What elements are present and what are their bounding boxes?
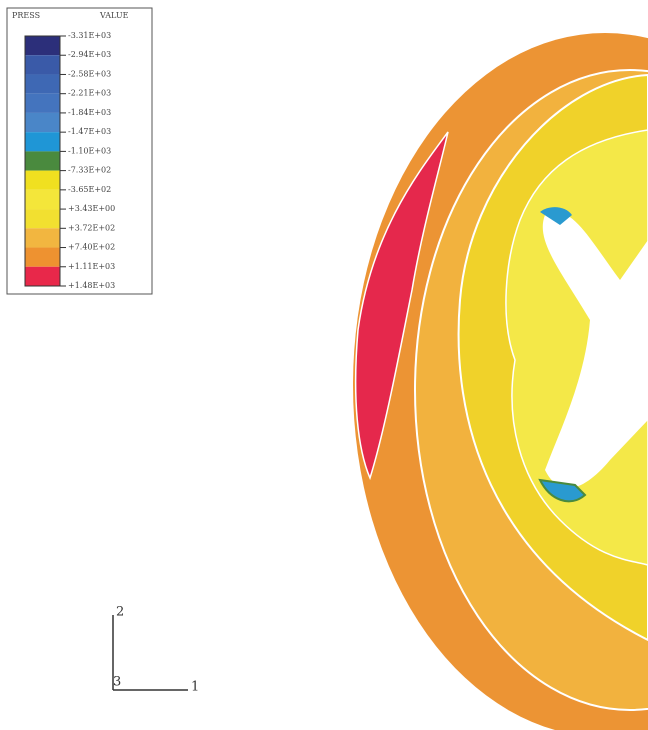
- legend-label: -1.10E+03: [68, 146, 111, 155]
- page: PRESS VALUE -3.31E+03 -2.94E+03 -2.58E+03 -…: [0, 0, 648, 730]
- legend-swatch: [25, 113, 60, 132]
- legend-swatch: [25, 209, 60, 228]
- legend-header: VALUE: [99, 11, 129, 20]
- legend-label: -2.94E+03: [68, 50, 111, 59]
- legend-label: -3.31E+03: [68, 31, 111, 40]
- legend-swatch: [25, 36, 60, 55]
- axis-label: 2: [116, 605, 124, 620]
- legend-swatch: [25, 74, 60, 93]
- legend-label: -2.21E+03: [68, 89, 111, 98]
- legend-swatch: [25, 267, 60, 286]
- axis-label: 3: [113, 675, 121, 690]
- legend-label: -3.65E+02: [68, 185, 111, 194]
- axis-triad: 2 1 3: [113, 605, 199, 695]
- legend-swatch: [25, 132, 60, 151]
- legend-label: -2.58E+03: [68, 69, 111, 78]
- legend-swatch: [25, 248, 60, 267]
- axis-label: 1: [191, 680, 199, 695]
- legend-label: +1.11E+03: [68, 262, 115, 271]
- legend-label: -7.33E+02: [68, 166, 111, 175]
- legend-label: -1.47E+03: [68, 127, 111, 136]
- legend-label: +3.72E+02: [68, 223, 115, 232]
- legend-title: PRESS: [12, 11, 40, 20]
- legend-swatch: [25, 228, 60, 247]
- legend-label: +7.40E+02: [68, 243, 115, 252]
- legend-swatch: [25, 94, 60, 113]
- legend-label: -1.84E+03: [68, 108, 111, 117]
- legend: PRESS VALUE -3.31E+03 -2.94E+03 -2.58E+03 -…: [7, 8, 152, 294]
- legend-label: +3.43E+00: [68, 204, 115, 213]
- contour-plot: [353, 33, 648, 730]
- legend-label: +1.48E+03: [68, 281, 115, 290]
- legend-swatch: [25, 190, 60, 209]
- legend-swatch: [25, 55, 60, 74]
- legend-swatch: [25, 171, 60, 190]
- legend-swatch: [25, 151, 60, 170]
